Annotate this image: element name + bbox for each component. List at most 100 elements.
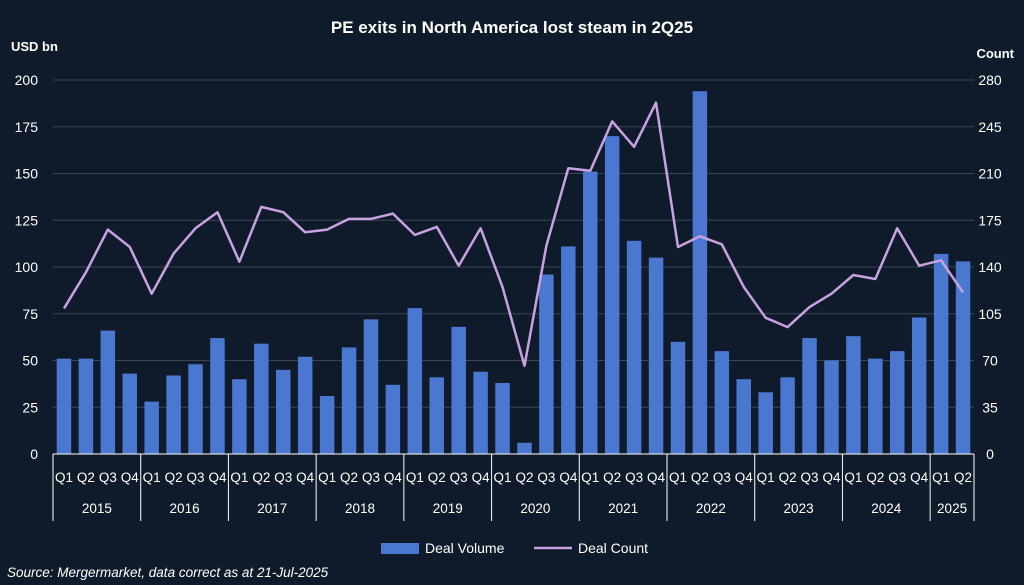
y-right-tick-label: 280 [978,72,1002,88]
bar [276,369,291,454]
year-tick-label: 2020 [520,501,550,516]
y-left-tick-label: 100 [15,259,39,275]
year-tick-label: 2023 [784,501,814,516]
source-note: Source: Mergermarket, data correct as at… [7,565,329,580]
quarter-tick-label: Q3 [99,470,117,485]
year-tick-label: 2019 [433,501,463,516]
legend-swatch-deal-volume [381,543,419,554]
y-left-tick-label: 150 [15,166,39,182]
bar [824,360,839,454]
quarter-tick-label: Q4 [121,470,140,485]
bar [583,171,598,454]
bar [802,338,817,454]
bar-series-deal-volume [56,91,971,454]
bar [100,330,116,454]
quarter-tick-label: Q4 [647,470,666,485]
bar [955,261,971,454]
y-left-tick-label: 125 [15,212,39,228]
bar [736,379,751,454]
quarter-tick-label: Q3 [713,470,731,485]
y-right-unit-label: Count [976,46,1014,61]
line-series-deal-count [62,101,965,368]
bar [210,338,225,454]
year-tick-label: 2015 [82,501,112,516]
quarter-tick-label: Q1 [55,470,73,485]
bar [692,91,708,454]
y-left-tick-label: 200 [15,72,39,88]
y-right-tick-label: 175 [978,212,1002,228]
quarter-tick-label: Q1 [143,470,161,485]
year-tick-label: 2016 [170,501,200,516]
quarter-tick-label: Q3 [801,470,819,485]
y-left-unit-label: USD bn [11,39,58,54]
bar [56,358,72,454]
bar [911,317,927,454]
bar [122,373,137,454]
y-left-tick-label: 25 [22,399,38,415]
y-right-tick-label: 0 [986,446,994,462]
quarter-tick-label: Q1 [318,470,336,485]
year-tick-label: 2017 [257,501,287,516]
quarter-tick-label: Q4 [910,470,929,485]
bar [341,347,357,454]
quarter-tick-label: Q3 [537,470,555,485]
quarter-tick-label: Q2 [779,470,797,485]
quarter-tick-label: Q3 [450,470,468,485]
bar [473,371,488,454]
bar [254,343,269,454]
y-left-tick-label: 75 [22,306,38,322]
bar [319,396,335,454]
y-right-tick-label: 70 [982,353,998,369]
bar [626,240,642,454]
quarter-tick-label: Q1 [406,470,424,485]
y-right-tick-label: 140 [978,259,1002,275]
quarter-tick-label: Q2 [691,470,709,485]
quarter-tick-label: Q1 [494,470,512,485]
quarter-tick-label: Q4 [384,470,403,485]
y-right-tick-label: 245 [978,119,1002,135]
quarter-tick-label: Q4 [208,470,227,485]
bar [604,136,620,454]
chart-title: PE exits in North America lost steam in … [331,18,693,37]
y-right-tick-label: 210 [978,166,1002,182]
quarter-tick-label: Q1 [844,470,862,485]
bar [451,326,466,454]
y-left-ticks: 0 25 50 75 100 125 150 175 200 [15,72,39,462]
bar [188,364,203,454]
quarter-tick-label: Q2 [603,470,621,485]
quarter-tick-label: Q3 [274,470,292,485]
y-left-tick-label: 175 [15,119,39,135]
quarter-tick-label: Q4 [472,470,491,485]
year-tick-label: 2024 [871,501,902,516]
bar [495,382,510,454]
bar [780,377,795,454]
quarter-tick-label: Q2 [340,470,358,485]
quarter-tick-label: Q1 [932,470,950,485]
quarter-tick-label: Q3 [362,470,380,485]
quarter-tick-label: Q2 [165,470,183,485]
quarter-tick-label: Q3 [187,470,205,485]
gridlines [53,79,974,408]
quarter-tick-label: Q4 [296,470,315,485]
year-tick-label: 2022 [696,501,726,516]
legend-label-deal-count: Deal Count [578,540,648,556]
year-tick-label: 2021 [608,501,638,516]
quarter-tick-label: Q1 [757,470,775,485]
quarter-tick-label: Q1 [669,470,687,485]
bar [517,442,532,454]
quarter-tick-label: Q2 [515,470,533,485]
bar [363,319,379,454]
bar [714,351,730,454]
bar [670,341,686,454]
quarter-tick-label: Q2 [866,470,884,485]
quarter-tick-label: Q3 [888,470,906,485]
quarter-tick-label: Q1 [581,470,599,485]
quarter-tick-label: Q2 [77,470,95,485]
bar [166,375,181,454]
y-right-tick-label: 35 [982,399,998,415]
y-right-tick-label: 105 [978,306,1002,322]
quarter-tick-label: Q4 [735,470,754,485]
quarter-tick-label: Q2 [252,470,270,485]
quarter-tick-label: Q2 [428,470,446,485]
